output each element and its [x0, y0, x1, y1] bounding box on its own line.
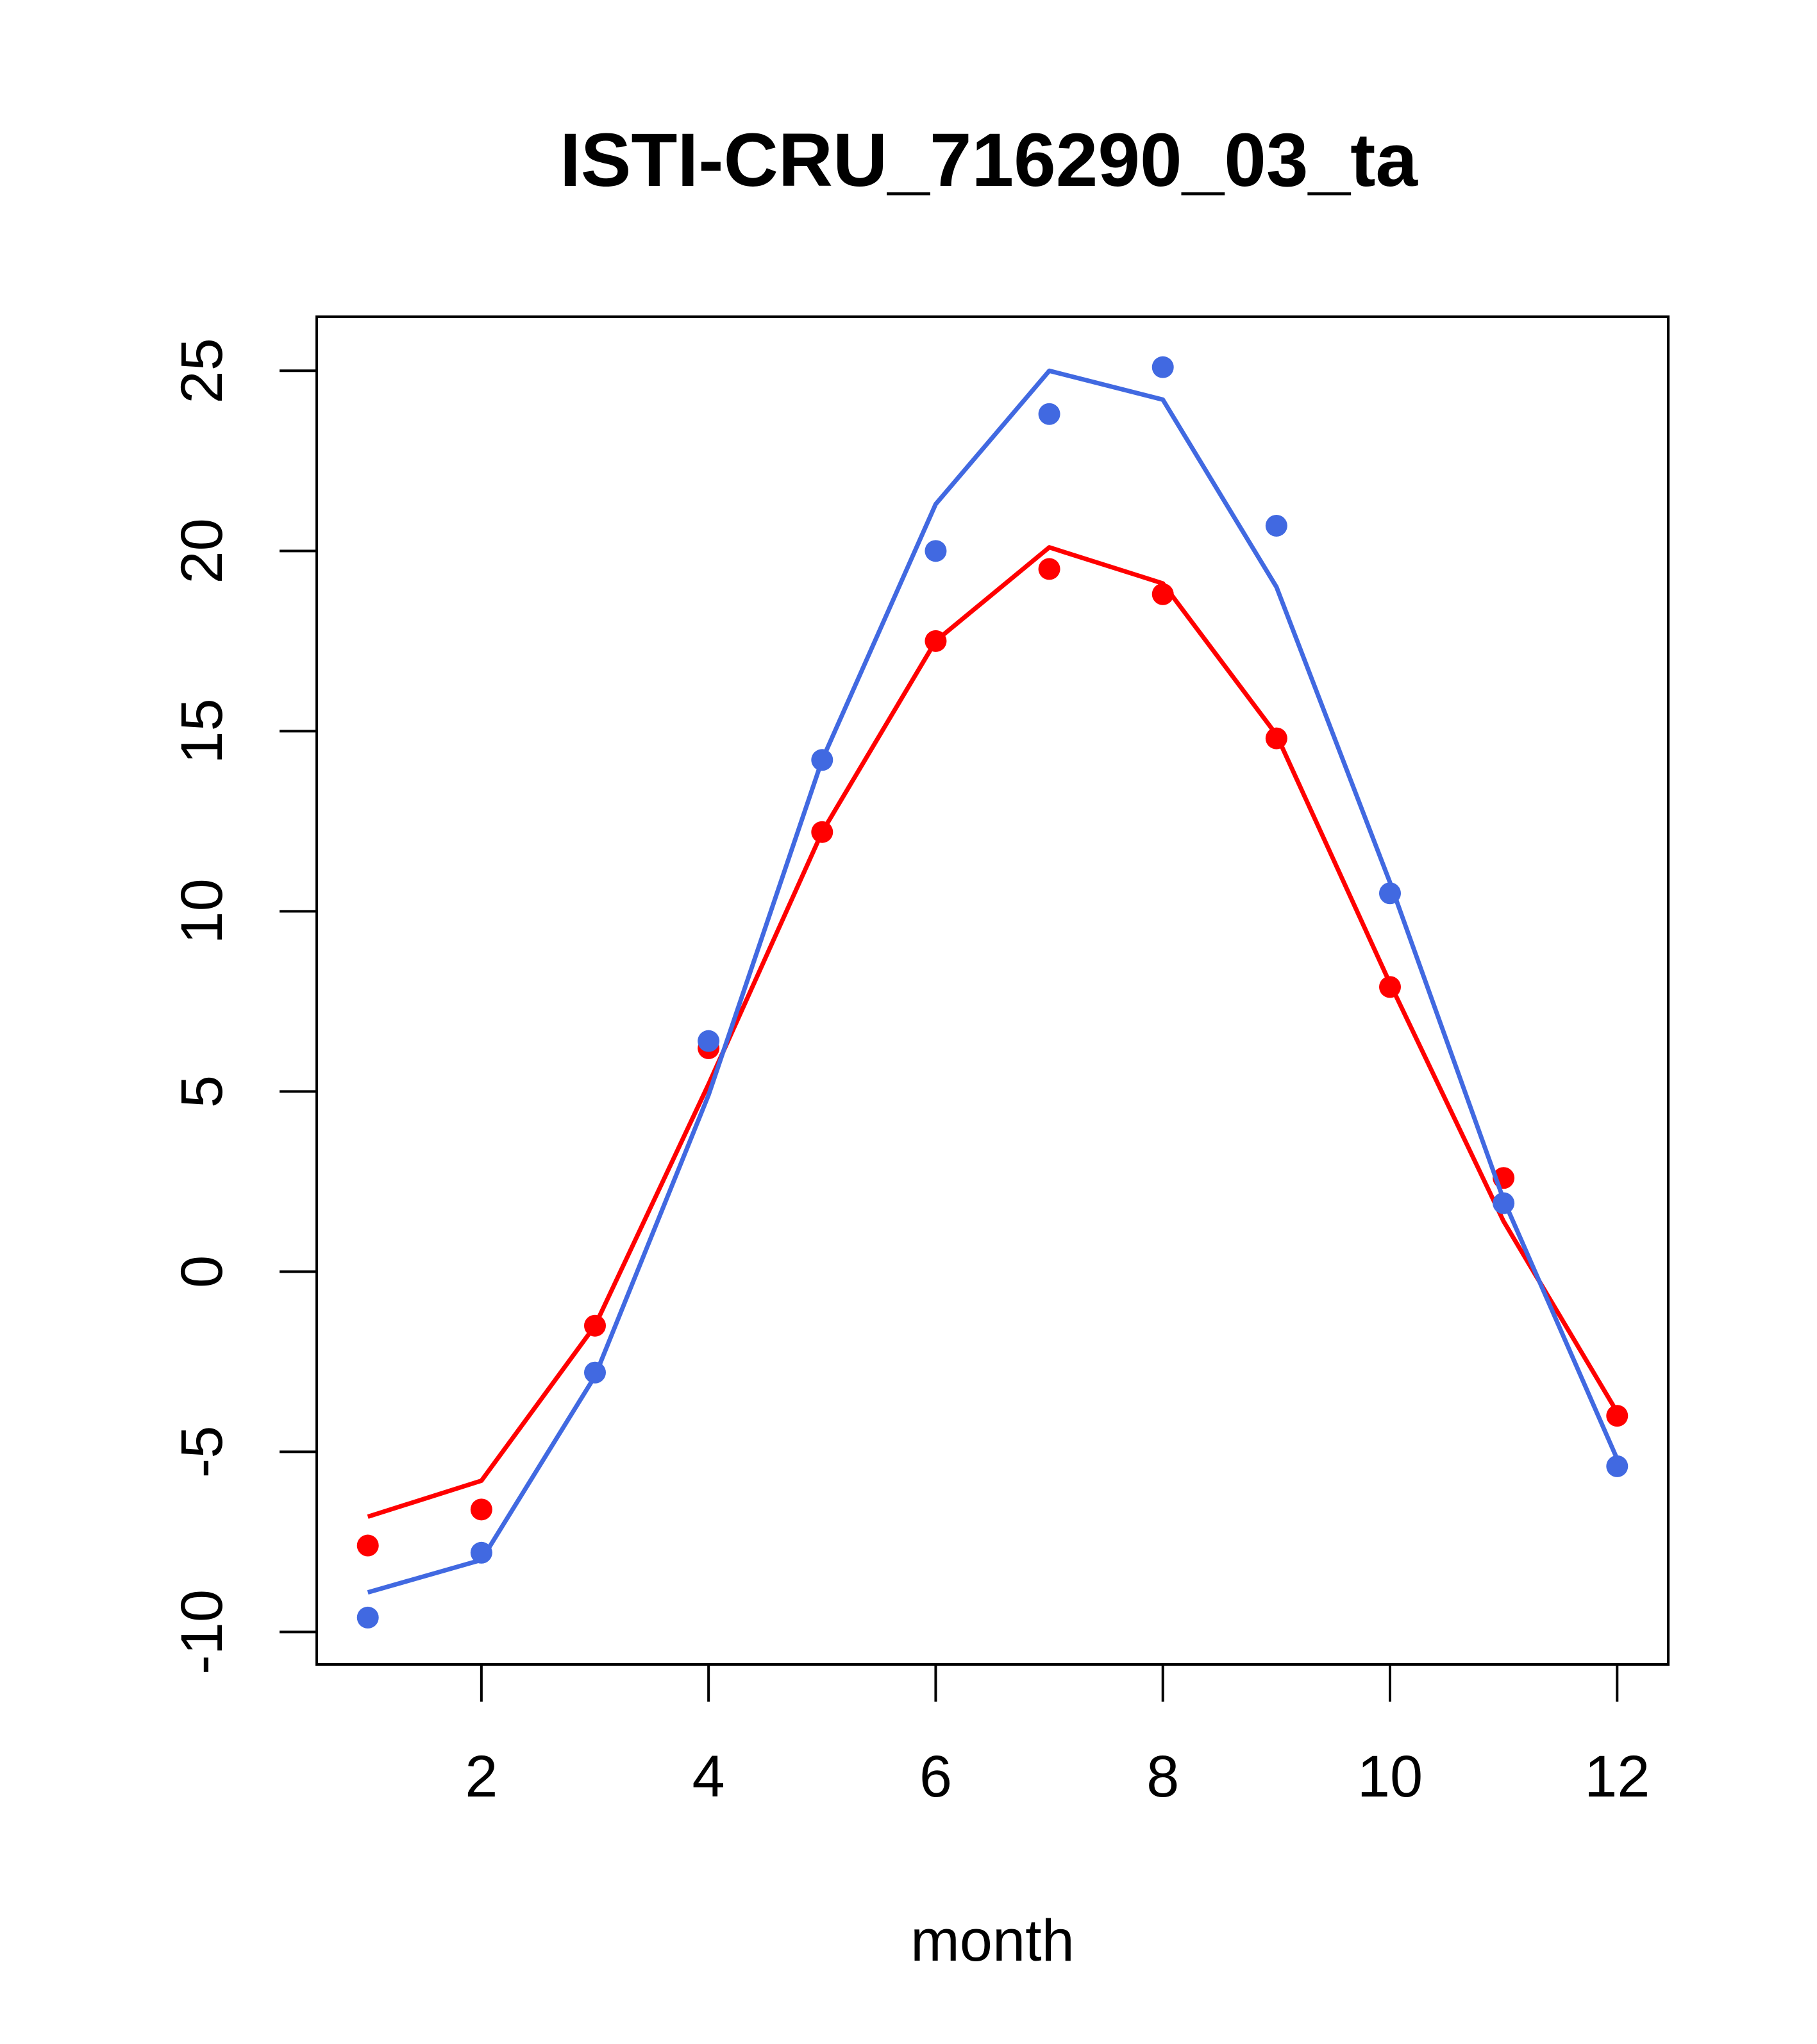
x-axis: 2 4 6 8 10 12 [465, 1663, 1650, 1809]
data-point [1265, 727, 1287, 750]
data-point [698, 1030, 720, 1052]
y-tick-label: 0 [169, 1255, 235, 1288]
series-line [367, 368, 1620, 1595]
y-tick-label: -5 [169, 1425, 235, 1478]
x-tick-label: 6 [919, 1744, 952, 1809]
data-point [1151, 356, 1174, 378]
data-point [1606, 1455, 1629, 1477]
data-point [584, 1314, 606, 1337]
series-2 [356, 356, 1629, 1629]
data-point [470, 1541, 492, 1564]
data-point [1151, 583, 1174, 605]
y-tick-label: 5 [169, 1075, 235, 1108]
data-point [1265, 514, 1287, 537]
y-tick-label: 25 [169, 338, 235, 403]
x-tick-label: 8 [1146, 1744, 1179, 1809]
x-tick-label: 12 [1584, 1744, 1650, 1809]
x-tick-label: 2 [465, 1744, 498, 1809]
data-point [1606, 1405, 1629, 1427]
data-point [811, 821, 833, 843]
data-point [925, 540, 947, 562]
data-point [1038, 558, 1060, 580]
data-point [356, 1534, 379, 1557]
series-1 [356, 545, 1629, 1557]
data-point [1038, 403, 1060, 425]
data-point [1379, 976, 1401, 998]
x-tick-label: 4 [692, 1744, 725, 1809]
series-layer [356, 356, 1629, 1629]
y-tick-label: -10 [169, 1589, 235, 1675]
y-tick-label: 10 [169, 878, 235, 944]
data-point [356, 1606, 379, 1629]
data-point [811, 749, 833, 771]
y-axis: -10 -5 0 5 10 15 20 25 [169, 338, 318, 1675]
data-point [1493, 1192, 1515, 1214]
data-point [925, 630, 947, 652]
data-point [584, 1361, 606, 1384]
x-axis-label: month [910, 1908, 1075, 1973]
plot-frame [315, 315, 1670, 1666]
data-point [1379, 882, 1401, 905]
chart-title: ISTI-CRU_716290_03_ta [560, 118, 1418, 203]
y-tick-label: 15 [169, 698, 235, 764]
series-line [367, 545, 1620, 1519]
y-tick-label: 20 [169, 518, 235, 583]
data-point [470, 1498, 492, 1521]
x-tick-label: 10 [1357, 1744, 1423, 1809]
